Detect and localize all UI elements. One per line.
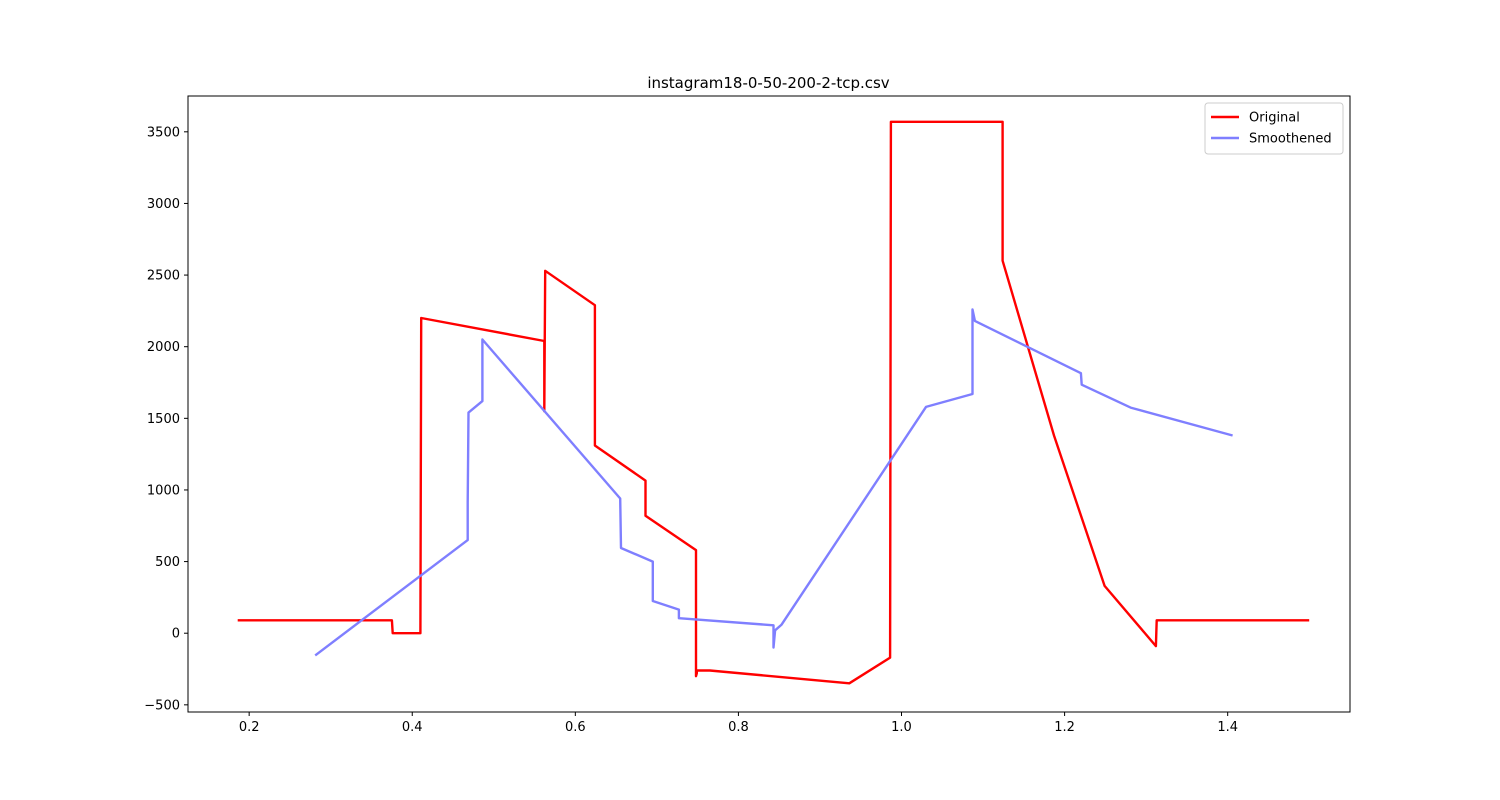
- x-tick-label: 0.6: [565, 720, 586, 735]
- y-tick-label: 3500: [147, 125, 180, 140]
- legend-label: Smoothened: [1249, 132, 1332, 147]
- y-tick-label: 1000: [147, 483, 180, 498]
- y-axis: −500 0 500 1000 1500 2000 2500 3000 3500: [144, 125, 188, 713]
- x-tick-label: 1.4: [1217, 720, 1238, 735]
- series-line-original: [237, 120, 1310, 685]
- y-tick-label: 500: [155, 555, 180, 570]
- x-tick-label: 1.2: [1054, 720, 1075, 735]
- legend-label: Original: [1249, 111, 1300, 126]
- y-tick-label: −500: [144, 698, 180, 713]
- x-tick-label: 0.2: [239, 720, 260, 735]
- plot-frame: [187, 95, 1351, 713]
- series-layer: [237, 120, 1310, 685]
- legend-box: [1204, 102, 1344, 155]
- y-tick-label: 3000: [147, 197, 180, 212]
- x-tick-label: 0.4: [402, 720, 423, 735]
- y-tick-label: 2500: [147, 269, 180, 284]
- y-tick-label: 1500: [147, 412, 180, 427]
- chart-title: instagram18-0-50-200-2-tcp.csv: [647, 74, 889, 92]
- y-tick-label: 0: [172, 627, 180, 642]
- x-axis: 0.2 0.4 0.6 0.8 1.0 1.2 1.4: [239, 712, 1238, 735]
- series-line-smoothened: [314, 308, 1233, 657]
- x-tick-label: 0.8: [728, 720, 749, 735]
- y-tick-label: 2000: [147, 340, 180, 355]
- x-tick-label: 1.0: [891, 720, 912, 735]
- legend: Original Smoothened: [1204, 102, 1344, 155]
